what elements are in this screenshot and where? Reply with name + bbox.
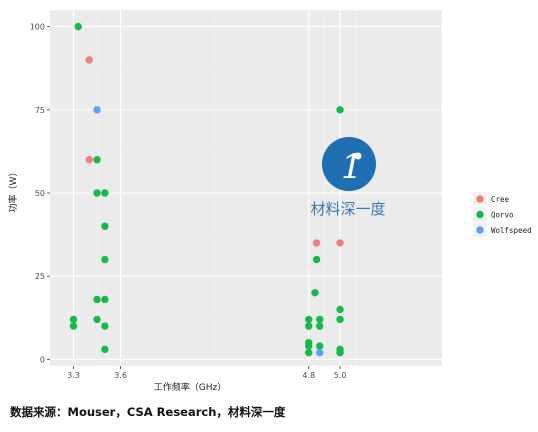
x-axis-title: 工作频率（GHz） [154,381,226,393]
point-qorvo [101,189,109,197]
y-tick-label: 50 [35,189,45,198]
point-qorvo [305,322,313,330]
source-caption: 数据来源：Mouser，CSA Research，材料深一度 [10,405,286,419]
axes: 0 25 50 75 100 3.3 3.6 4.8 5.0 [30,23,347,380]
point-qorvo [93,315,101,324]
point-qorvo [101,345,109,354]
point-qorvo [336,305,344,314]
legend: Cree Qorvo Wolfspeed [473,192,532,237]
point-qorvo [312,255,321,264]
y-tick-label: 75 [35,106,45,115]
legend-swatch-cree [476,195,484,203]
point-qorvo [101,295,109,304]
point-qorvo [69,315,78,324]
watermark-logo-dot [354,152,362,160]
point-qorvo [336,106,344,114]
scatter-chart: 1 材料深一度 0 25 50 75 100 3.3 3.6 4.8 5.0 工作频率（GHz）… [7,10,532,393]
point-cree [85,56,93,64]
point-qorvo [93,295,101,304]
y-tick-label: 25 [35,272,45,281]
point-qorvo [101,322,109,330]
point-qorvo [93,189,101,197]
point-qorvo [315,315,324,324]
plot-panel [50,10,442,366]
point-qorvo [315,342,324,350]
legend-label-wolfspeed: Wolfspeed [491,226,532,235]
x-tick-label: 3.6 [114,371,127,380]
point-qorvo [69,322,78,330]
legend-label-cree: Cree [491,195,510,204]
x-tick-label: 4.8 [302,371,315,380]
y-tick-label: 100 [30,23,45,32]
watermark-logo-icon [322,137,376,191]
point-wolfspeed [315,348,324,357]
point-cree [312,239,321,247]
point-qorvo [336,315,344,324]
point-qorvo [101,222,109,230]
watermark: 1 材料深一度 [310,137,386,218]
legend-label-qorvo: Qorvo [491,210,514,219]
point-wolfspeed [93,106,101,114]
point-cree [336,239,344,247]
point-qorvo [315,322,324,330]
data-points [69,22,344,357]
point-qorvo [311,289,319,297]
point-qorvo [101,255,109,264]
watermark-text: 材料深一度 [310,200,385,218]
point-qorvo [74,22,82,31]
x-tick-label: 3.3 [67,371,80,380]
legend-swatch-qorvo [476,210,484,219]
point-qorvo [336,348,344,357]
legend-swatch-wolfspeed [476,226,484,234]
y-axis-title: 功率（W） [7,168,19,213]
point-qorvo [93,156,101,164]
point-qorvo [305,348,313,357]
point-cree [85,156,93,164]
point-qorvo [305,342,313,350]
point-qorvo [305,315,313,324]
y-tick-label: 0 [40,355,45,364]
x-tick-label: 5.0 [334,371,347,380]
grid [50,10,442,366]
